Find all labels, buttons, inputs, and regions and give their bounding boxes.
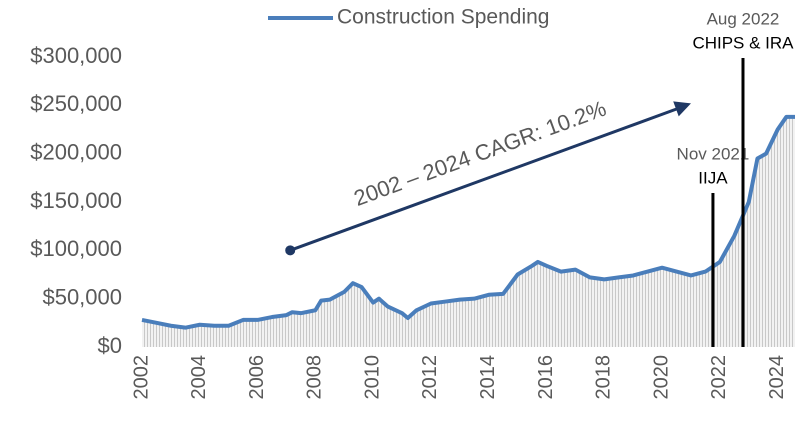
- x-tick-label: 2020: [650, 355, 672, 400]
- arrow-head: [673, 101, 691, 117]
- arrow-label: 2002 – 2024 CAGR: 10.2%: [351, 96, 610, 211]
- y-tick-label: $0: [98, 333, 122, 358]
- y-tick-label: $150,000: [30, 188, 122, 213]
- event-label: CHIPS & IRA: [692, 33, 794, 52]
- x-tick-label: 2022: [708, 355, 730, 400]
- area: [142, 116, 795, 347]
- legend-label: Construction Spending: [337, 6, 549, 29]
- event-label: IIJA: [698, 168, 728, 187]
- y-tick-label: $50,000: [42, 284, 122, 309]
- x-tick-label: 2024: [766, 355, 788, 400]
- event-date: Nov 2021: [677, 144, 750, 163]
- y-tick-label: $100,000: [30, 236, 122, 261]
- y-tick-label: $300,000: [30, 43, 122, 68]
- x-tick-label: 2008: [304, 355, 326, 400]
- arrow-start: [285, 245, 296, 256]
- x-tick-label: 2018: [593, 355, 615, 400]
- y-tick-label: $200,000: [30, 139, 122, 164]
- line: [141, 114, 795, 330]
- y-tick-label: $250,000: [30, 91, 122, 116]
- arrow-line: [289, 105, 682, 252]
- x-tick-label: 2014: [477, 355, 499, 400]
- x-tick-label: 2010: [361, 355, 383, 400]
- x-tick-label: 2004: [188, 355, 210, 400]
- event-date: Aug 2022: [707, 9, 780, 28]
- x-tick-label: 2016: [535, 355, 557, 400]
- x-tick-label: 2006: [246, 355, 268, 400]
- x-tick-label: 2012: [419, 355, 441, 400]
- x-tick-label: 2002: [130, 355, 152, 400]
